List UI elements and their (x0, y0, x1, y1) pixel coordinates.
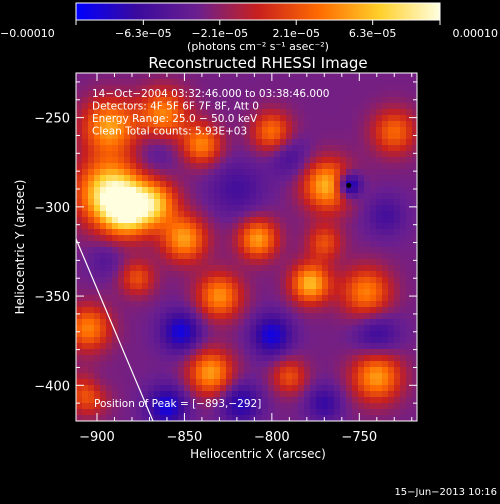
x-tick-label: −900 (79, 430, 115, 445)
chart-title: Reconstructed RHESSI Image (148, 54, 367, 72)
y-tick-label: −300 (34, 201, 70, 216)
y-tick-label: −250 (34, 112, 70, 127)
y-axis-label: Heliocentric Y (arcsec) (13, 180, 27, 315)
colorbar-tick-label: 6.3e−05 (349, 27, 396, 40)
info-line: Energy Range: 25.0 − 50.0 keV (92, 113, 258, 125)
peak-marker (346, 182, 352, 188)
y-axis-ticks: −250 −300 −350 −400 (34, 81, 417, 404)
info-line: 14−Oct−2004 03:32:46.000 to 03:38:46.000 (92, 88, 329, 100)
solar-limb-line (76, 238, 154, 421)
plot-frame (75, 72, 418, 422)
heatmap-image (76, 73, 417, 421)
colorbar-unit-label: (photons cm⁻² s⁻¹ asec⁻²) (187, 40, 329, 53)
colorbar-tick-label: 0.00010 (453, 27, 499, 40)
colorbar-tick-label: −0.00010 (0, 27, 55, 40)
footer-date: 15−Jun−2013 10:16 (394, 487, 497, 498)
colorbar (75, 2, 441, 21)
colorbar-tick-label: −2.1e−05 (191, 27, 248, 40)
x-tick-label: −850 (167, 430, 203, 445)
colorbar-tick-label: 2.1e−05 (272, 27, 319, 40)
x-tick-label: −750 (341, 430, 377, 445)
info-line: Clean Total counts: 5.93E+03 (92, 126, 247, 138)
y-tick-label: −350 (34, 290, 70, 305)
peak-position-label: Position of Peak = [−893,−292] (94, 398, 261, 410)
colorbar-tick-label: −6.3e−05 (115, 27, 172, 40)
x-axis-label: Heliocentric X (arcsec) (190, 447, 326, 461)
heatmap-image-wrapper (76, 73, 417, 421)
info-line: Detectors: 4F 5F 6F 7F 8F, Att 0 (92, 101, 259, 113)
x-tick-label: −800 (254, 430, 290, 445)
colorbar-ticks: −0.00010 −6.3e−05 −2.1e−05 2.1e−05 6.3e−05 0.… (0, 20, 498, 40)
info-block: 14−Oct−2004 03:32:46.000 to 03:38:46.000… (92, 88, 329, 138)
x-axis-ticks: −900 −850 −800 −750 (79, 73, 413, 445)
y-tick-label: −400 (34, 379, 70, 394)
